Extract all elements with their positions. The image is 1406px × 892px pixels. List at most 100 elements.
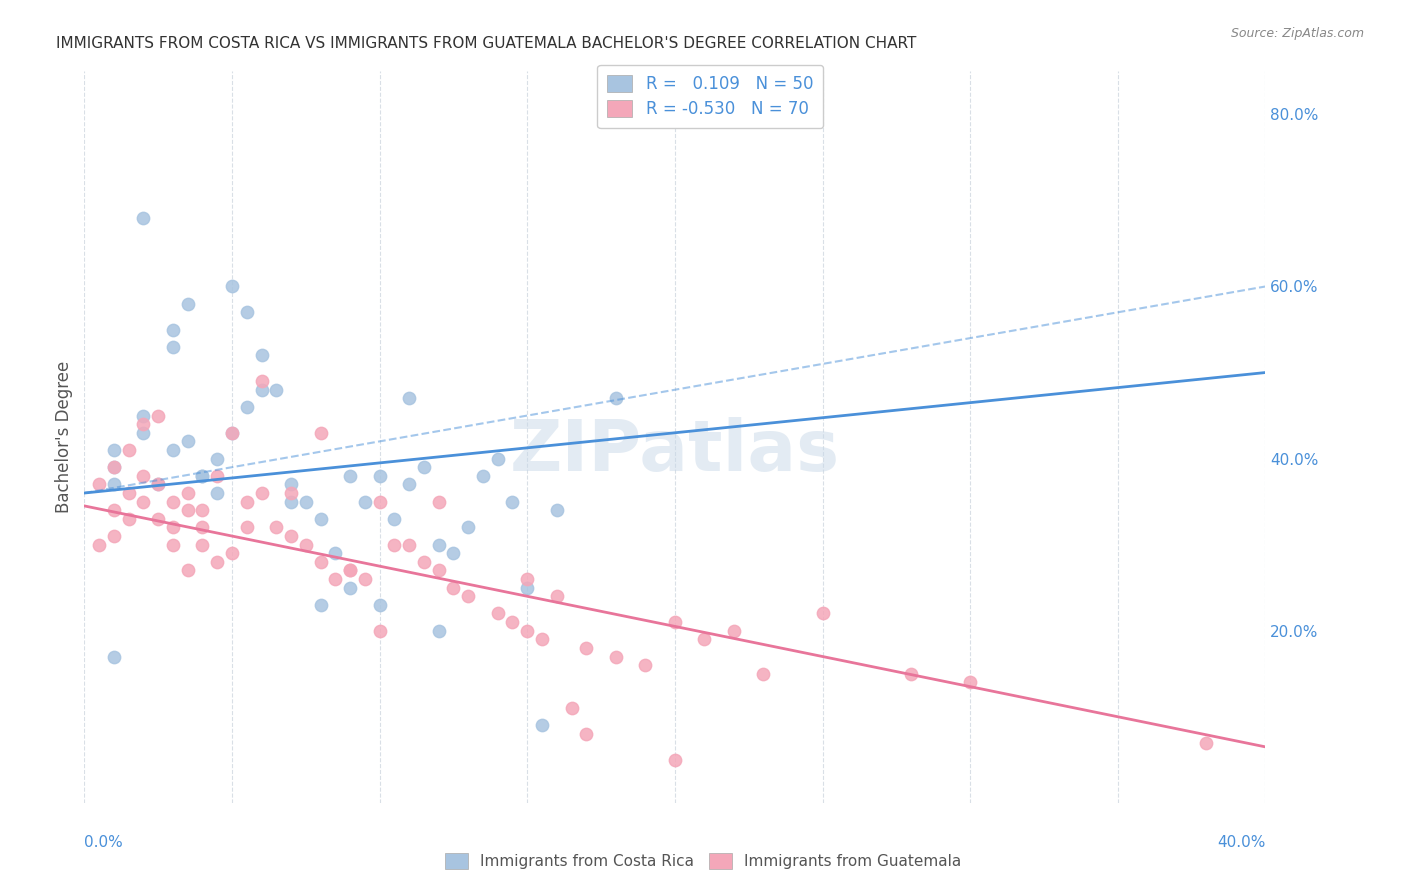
Point: [723, 624, 745, 638]
Point: [530, 718, 553, 732]
Point: [441, 581, 464, 595]
Point: [162, 494, 184, 508]
Point: [148, 477, 170, 491]
Point: [280, 486, 302, 500]
Point: [427, 564, 450, 578]
Point: [605, 649, 627, 664]
Point: [605, 392, 627, 406]
Point: [236, 520, 259, 534]
Point: [309, 598, 332, 612]
Point: [221, 546, 243, 560]
Point: [103, 442, 125, 457]
Point: [191, 468, 214, 483]
Text: IMMIGRANTS FROM COSTA RICA VS IMMIGRANTS FROM GUATEMALA BACHELOR'S DEGREE CORREL: IMMIGRANTS FROM COSTA RICA VS IMMIGRANTS…: [56, 36, 917, 51]
Point: [236, 400, 259, 414]
Point: [472, 468, 495, 483]
Point: [323, 572, 347, 586]
Point: [264, 520, 288, 534]
Point: [236, 494, 259, 508]
Point: [221, 279, 243, 293]
Point: [309, 555, 332, 569]
Point: [382, 512, 406, 526]
Point: [148, 512, 170, 526]
Point: [752, 666, 775, 681]
Point: [634, 658, 657, 673]
Point: [118, 486, 141, 500]
Point: [354, 572, 377, 586]
Point: [811, 607, 834, 621]
Point: [354, 494, 377, 508]
Point: [413, 555, 436, 569]
Legend: R =   0.109   N = 50, R = -0.530   N = 70: R = 0.109 N = 50, R = -0.530 N = 70: [598, 65, 824, 128]
Point: [177, 296, 200, 310]
Point: [148, 409, 170, 423]
Point: [89, 477, 111, 491]
Point: [280, 494, 302, 508]
Point: [162, 538, 184, 552]
Point: [323, 546, 347, 560]
Point: [368, 468, 391, 483]
Point: [309, 512, 332, 526]
Point: [546, 503, 568, 517]
Point: [250, 348, 273, 362]
Point: [264, 383, 288, 397]
Point: [89, 538, 111, 552]
Point: [191, 468, 214, 483]
Point: [368, 598, 391, 612]
Point: [427, 624, 450, 638]
Point: [103, 460, 125, 475]
Point: [546, 589, 568, 603]
Point: [501, 615, 523, 629]
Point: [368, 624, 391, 638]
Point: [398, 477, 420, 491]
Point: [250, 486, 273, 500]
Point: [959, 675, 981, 690]
Point: [177, 434, 200, 449]
Point: [162, 520, 184, 534]
Point: [103, 503, 125, 517]
Point: [516, 624, 538, 638]
Point: [118, 512, 141, 526]
Point: [205, 468, 228, 483]
Point: [221, 425, 243, 440]
Point: [205, 555, 228, 569]
Point: [295, 538, 318, 552]
Point: [280, 477, 302, 491]
Point: [103, 649, 125, 664]
Point: [191, 520, 214, 534]
Point: [1195, 735, 1218, 749]
Text: ZIPatlas: ZIPatlas: [510, 417, 839, 486]
Point: [118, 442, 141, 457]
Point: [486, 607, 509, 621]
Point: [103, 477, 125, 491]
Point: [250, 383, 273, 397]
Text: 40.0%: 40.0%: [1218, 836, 1265, 850]
Point: [295, 494, 318, 508]
Point: [177, 486, 200, 500]
Point: [132, 409, 155, 423]
Point: [132, 417, 155, 432]
Point: [457, 589, 479, 603]
Point: [132, 211, 155, 225]
Point: [382, 538, 406, 552]
Point: [191, 503, 214, 517]
Point: [132, 425, 155, 440]
Point: [501, 494, 523, 508]
Point: [250, 374, 273, 388]
Point: [280, 529, 302, 543]
Point: [205, 451, 228, 466]
Point: [900, 666, 922, 681]
Point: [427, 538, 450, 552]
Point: [516, 572, 538, 586]
Point: [132, 494, 155, 508]
Point: [664, 753, 686, 767]
Point: [398, 392, 420, 406]
Point: [221, 425, 243, 440]
Point: [162, 340, 184, 354]
Point: [693, 632, 716, 647]
Point: [457, 520, 479, 534]
Point: [103, 529, 125, 543]
Point: [664, 615, 686, 629]
Point: [398, 538, 420, 552]
Point: [162, 322, 184, 336]
